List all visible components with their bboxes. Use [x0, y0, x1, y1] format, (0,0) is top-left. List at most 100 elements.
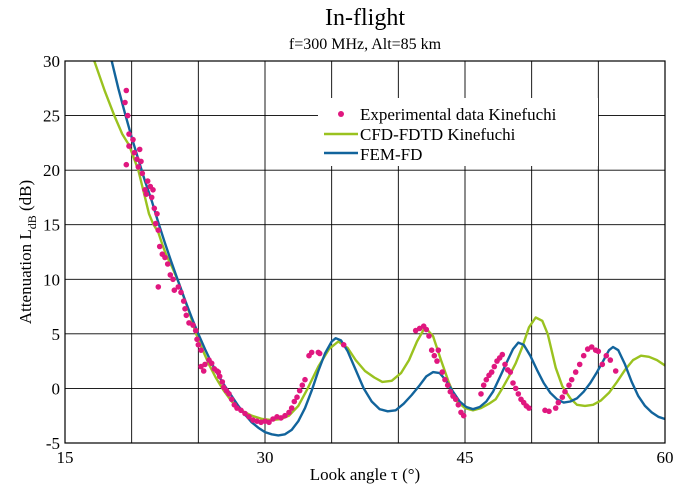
- data-point: [155, 284, 162, 290]
- data-point: [434, 358, 440, 364]
- y-axis-label-sub: dB: [25, 215, 39, 229]
- data-point: [478, 391, 484, 397]
- data-point: [126, 131, 132, 137]
- data-point: [142, 187, 148, 193]
- legend-label-experimental: Experimental data Kinefuchi: [360, 105, 557, 124]
- y-tick-label: -5: [46, 434, 60, 453]
- x-axis-label: Look angle τ (°): [310, 465, 420, 484]
- data-point: [154, 211, 160, 217]
- y-tick-label: 15: [43, 216, 60, 235]
- data-point: [183, 312, 190, 319]
- data-point: [447, 388, 454, 395]
- data-point: [491, 363, 498, 370]
- data-point: [603, 352, 610, 359]
- data-point: [226, 391, 232, 397]
- data-point: [238, 407, 244, 414]
- data-point: [526, 405, 532, 411]
- data-point: [460, 412, 467, 419]
- data-point: [139, 170, 146, 177]
- legend-box: [318, 98, 598, 166]
- data-point: [198, 347, 204, 354]
- data-point: [428, 347, 435, 354]
- y-tick-label: 5: [52, 325, 61, 344]
- data-point: [588, 344, 595, 350]
- series-line-2: [110, 61, 665, 437]
- data-point: [568, 376, 575, 383]
- data-point: [288, 405, 295, 411]
- data-point: [291, 398, 298, 405]
- legend-label-cfd-fdtd: CFD-FDTD Kinefuchi: [360, 125, 516, 144]
- data-point: [170, 276, 176, 283]
- data-point: [190, 322, 196, 328]
- data-point: [308, 349, 315, 356]
- data-point: [144, 178, 151, 184]
- y-tick-label: 25: [43, 107, 60, 126]
- data-point: [192, 327, 199, 334]
- chart-title: In-flight: [325, 5, 405, 31]
- data-point: [219, 379, 226, 385]
- data-point: [202, 361, 208, 368]
- legend: Experimental data Kinefuchi CFD-FDTD Kin…: [318, 98, 598, 166]
- data-point: [442, 376, 448, 383]
- data-point: [130, 136, 136, 143]
- series-layer: [93, 61, 665, 437]
- data-point: [266, 419, 272, 426]
- data-point: [242, 410, 248, 417]
- x-tick-label: 15: [57, 448, 74, 467]
- data-point: [296, 387, 303, 394]
- data-point: [123, 87, 130, 94]
- data-point: [216, 373, 223, 380]
- data-point: [488, 369, 495, 375]
- data-point: [162, 254, 168, 261]
- data-point: [340, 342, 347, 348]
- y-tick-label: 0: [52, 379, 61, 398]
- data-point: [423, 326, 430, 333]
- data-point: [151, 205, 158, 212]
- data-point: [480, 382, 487, 389]
- data-point: [566, 382, 572, 389]
- data-point: [155, 227, 162, 233]
- data-point: [452, 396, 459, 403]
- data-point: [512, 385, 519, 392]
- data-point: [171, 287, 178, 294]
- data-point: [178, 289, 184, 296]
- data-point: [194, 336, 200, 343]
- data-point: [124, 112, 131, 119]
- data-point: [126, 143, 132, 149]
- data-point: [595, 348, 602, 355]
- data-point: [455, 402, 462, 408]
- data-point: [122, 99, 128, 106]
- data-point: [599, 361, 606, 368]
- data-point: [286, 409, 292, 416]
- data-point: [607, 357, 614, 363]
- data-point: [156, 243, 163, 250]
- data-point: [559, 394, 566, 401]
- data-point: [246, 414, 252, 420]
- data-point: [164, 261, 171, 267]
- data-point: [195, 342, 202, 348]
- x-tick-label: 60: [657, 448, 674, 467]
- y-tick-label: 20: [43, 161, 60, 180]
- data-point: [215, 369, 222, 375]
- data-point: [136, 146, 143, 153]
- data-point: [435, 347, 442, 354]
- data-point: [499, 351, 506, 358]
- y-tick-label: 30: [43, 52, 60, 71]
- data-point: [299, 382, 306, 389]
- data-point: [572, 369, 579, 375]
- data-point: [576, 361, 583, 368]
- data-point: [562, 388, 568, 395]
- data-point: [182, 306, 188, 312]
- legend-label-fem-fd: FEM-FD: [360, 145, 422, 164]
- data-point: [152, 220, 159, 227]
- data-point: [502, 361, 508, 368]
- data-point: [302, 376, 308, 383]
- data-point: [316, 350, 323, 357]
- data-point: [180, 298, 187, 304]
- y-axis-label-unit: (dB): [16, 180, 35, 215]
- x-tick-label: 45: [457, 448, 474, 467]
- data-point: [510, 380, 516, 386]
- data-point: [228, 396, 235, 403]
- chart-subtitle: f=300 MHz, Alt=85 km: [289, 36, 442, 53]
